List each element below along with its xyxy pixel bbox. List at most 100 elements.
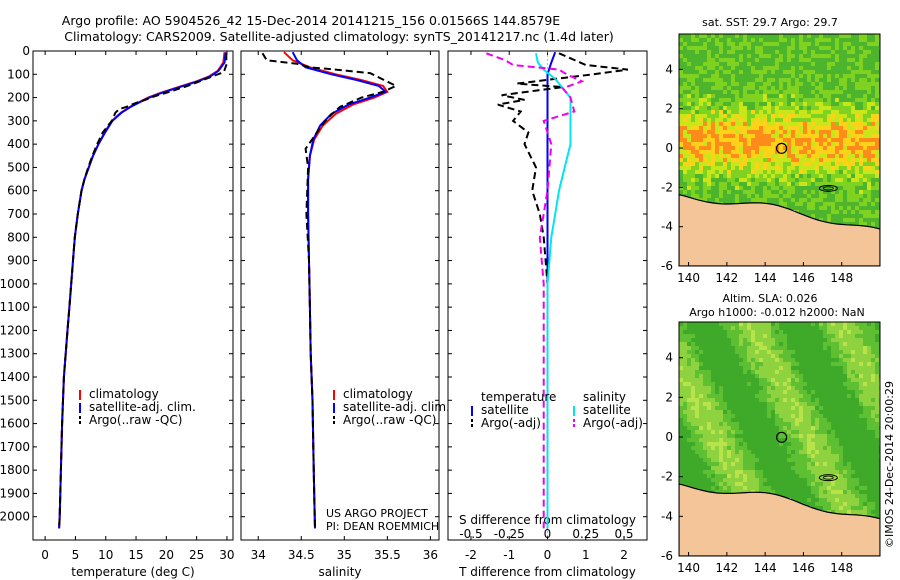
sst-map-cell [743,86,747,90]
sst-map-cell [707,138,711,142]
sst-map-cell [843,194,847,198]
sla-map-cell [775,442,779,446]
sst-map-cell [823,158,827,162]
sst-map-cell [747,38,751,42]
sla-map-cell [843,446,847,450]
sst-map-cell [855,198,859,202]
sst-map-cell [787,194,791,198]
sst-map-cell [859,150,863,154]
sst-map-cell [699,194,703,198]
sla-map-cell [803,398,807,402]
sla-map-cell [783,394,787,398]
sla-map-cell [783,342,787,346]
sla-map-cell [735,466,739,470]
sst-map-cell [859,174,863,178]
sst-map-cell [867,194,871,198]
sst-map-cell [799,106,803,110]
sst-map-cell [755,78,759,82]
sla-map-cell [751,366,755,370]
sla-map-cell [767,470,771,474]
sst-map-xtick-label: 140 [677,271,700,285]
sla-map-cell [731,322,735,326]
sst-map-cell [755,62,759,66]
sst-map-cell [815,166,819,170]
sst-map-cell [727,114,731,118]
sla-map-cell [711,454,715,458]
sst-map-cell [771,66,775,70]
sst-map-cell [687,82,691,86]
sst-map-cell [739,82,743,86]
sst-map-cell [683,114,687,118]
sla-map-cell [727,414,731,418]
sst-map-cell [747,74,751,78]
sst-map-cell [763,190,767,194]
sla-map-cell [791,394,795,398]
sst-map-cell [767,150,771,154]
sla-map-cell [747,398,751,402]
sla-map-cell [807,398,811,402]
sst-map-cell [731,146,735,150]
sla-map-cell [683,406,687,410]
sst-map-cell [695,134,699,138]
sst-map-cell [719,74,723,78]
sla-map-cell [687,422,691,426]
sla-map-cell [739,454,743,458]
sla-map-cell [859,430,863,434]
sst-map-cell [851,190,855,194]
sst-map-cell [835,62,839,66]
sla-map-cell [807,378,811,382]
sst-map-cell [787,182,791,186]
sst-map-cell [871,210,875,214]
sla-map-cell [755,402,759,406]
sla-map-cell [811,462,815,466]
sst-map-cell [707,118,711,122]
sst-map-cell [763,182,767,186]
sst-map-cell [839,186,843,190]
sst-map-cell [743,74,747,78]
salinity-series-argo-raw-qc- [261,52,399,529]
sla-map-cell [715,470,719,474]
sla-map-cell [779,346,783,350]
sst-map-cell [839,142,843,146]
sst-map-cell [815,154,819,158]
sla-map-cell [843,506,847,510]
sst-map-cell [827,58,831,62]
sst-map-cell [811,42,815,46]
sla-map-cell [787,350,791,354]
sst-map-cell [871,54,875,58]
sla-map-cell [767,418,771,422]
sst-map-cell [843,146,847,150]
sst-map-cell [699,134,703,138]
sst-map-cell [767,190,771,194]
sla-map-cell [763,478,767,482]
sst-map-cell [799,86,803,90]
sst-map-cell [795,158,799,162]
sst-map-cell [795,38,799,42]
sla-map-cell [863,466,867,470]
sst-map-cell [739,142,743,146]
sla-map-cell [767,406,771,410]
sst-map-cell [811,162,815,166]
sla-map-cell [875,346,879,350]
sst-map-cell [755,74,759,78]
sst-map-cell [727,118,731,122]
sst-map-cell [699,58,703,62]
sst-map-cell [703,102,707,106]
sst-map-cell [859,62,863,66]
sla-map-cell [811,478,815,482]
sla-map-cell [839,346,843,350]
sla-map-cell [723,490,727,494]
sla-map-cell [735,422,739,426]
sst-map-cell [871,186,875,190]
sla-map-cell [831,330,835,334]
sla-map-cell [735,478,739,482]
sla-map-cell [743,342,747,346]
sst-map-cell [851,58,855,62]
sst-map-cell [803,110,807,114]
sla-map-cell [863,486,867,490]
sla-map-cell [767,426,771,430]
sla-map-cell [715,426,719,430]
sst-map-cell [683,106,687,110]
sla-map-cell [855,490,859,494]
sst-map-cell [791,46,795,50]
